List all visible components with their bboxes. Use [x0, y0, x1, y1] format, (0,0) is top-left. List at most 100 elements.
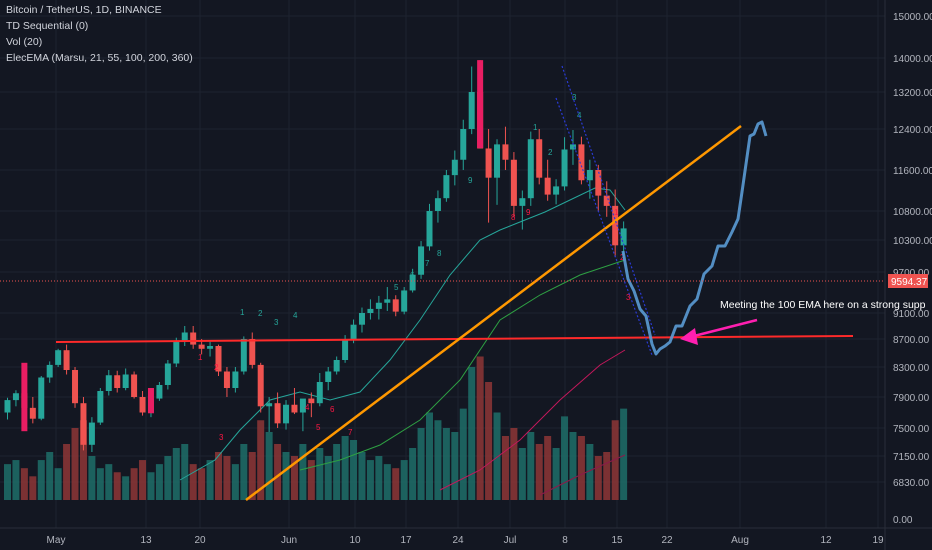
td-count-up: 7	[425, 259, 430, 268]
time-tick-label: 15	[611, 535, 623, 546]
candle-body	[460, 129, 467, 160]
arrow-head	[680, 328, 698, 345]
volume-bar	[350, 440, 358, 500]
candle-body	[333, 360, 340, 372]
time-tick-label: 10	[349, 535, 361, 546]
volume-bar	[37, 460, 45, 500]
volume-bar	[493, 412, 501, 500]
wedge-upper	[555, 97, 653, 356]
candle-body	[72, 370, 79, 404]
candle-body	[223, 371, 230, 388]
price-tick-label: 7150.00	[893, 452, 930, 463]
volume-bar	[552, 448, 560, 500]
candle-body	[392, 299, 399, 312]
volume-bar	[282, 452, 290, 500]
candle-body	[249, 339, 256, 365]
volume-bar	[333, 444, 341, 500]
candle-body	[55, 350, 62, 365]
candle-body	[485, 148, 492, 178]
volume-bar	[383, 464, 391, 500]
candle-body	[266, 403, 273, 407]
trend-line	[245, 125, 742, 501]
volume-bar	[451, 432, 459, 500]
volume-bar	[181, 444, 189, 500]
volume-bar	[206, 460, 214, 500]
candle-body	[240, 339, 247, 372]
volume-bar	[113, 472, 121, 500]
candle-body	[527, 139, 534, 199]
time-tick-label: 12	[820, 535, 832, 546]
volume-bar	[147, 472, 155, 500]
volume-bar	[358, 452, 366, 500]
candle-body	[232, 371, 239, 388]
volume-bar	[400, 460, 408, 500]
volume-bar	[189, 464, 197, 500]
volume-bars	[4, 356, 628, 500]
candle-td-highlight	[477, 60, 484, 148]
price-tick-label: 11600.00	[893, 166, 932, 177]
candle-body	[283, 404, 290, 424]
td-count-up: 3	[274, 318, 279, 327]
td-count-up: 2	[258, 309, 263, 318]
time-tick-label: 13	[140, 535, 152, 546]
volume-bar	[561, 416, 569, 500]
candle-body	[367, 308, 374, 313]
candle-body	[63, 350, 70, 370]
candle-body	[164, 363, 171, 385]
volume-bar	[535, 444, 543, 500]
price-tick-label: 8300.00	[893, 363, 930, 374]
volume-bar	[307, 460, 315, 500]
td-count-down: 2	[620, 253, 625, 262]
legend-title: Bitcoin / TetherUS, 1D, BINANCE	[6, 4, 162, 16]
candle-body	[434, 198, 441, 211]
volume-bar	[105, 464, 113, 500]
price-tick-label: 9700.00	[893, 268, 930, 279]
candle-body	[451, 159, 458, 176]
volume-bar	[290, 456, 298, 500]
volume-bar	[299, 444, 307, 500]
price-axis[interactable]: 15000.00 14000.00 13200.00 12400.00 11600.00…	[893, 12, 932, 526]
td-count-up: 9	[468, 176, 473, 185]
volume-bar	[442, 428, 450, 500]
volume-bar	[215, 452, 222, 500]
candle-body	[578, 144, 585, 181]
td-count-down: 1	[614, 208, 619, 217]
volume-bar	[341, 436, 349, 500]
candle-body	[122, 374, 129, 388]
candle-body	[544, 177, 551, 195]
td-count-down: 5	[316, 423, 321, 432]
volume-bar	[63, 444, 71, 500]
volume-bar	[155, 464, 163, 500]
price-tick-label: 7500.00	[893, 424, 930, 435]
candle-body	[80, 403, 87, 445]
td-count-up: 1	[240, 308, 245, 317]
price-tick-label: 12400.00	[893, 125, 932, 136]
volume-bar	[485, 382, 493, 500]
candle-body	[207, 346, 214, 349]
candle-body	[29, 407, 36, 419]
td-count-down: 3	[219, 433, 224, 442]
volume-bar	[518, 448, 526, 500]
volume-bar	[417, 428, 425, 500]
ema200-line	[539, 454, 626, 496]
volume-bar	[274, 444, 282, 500]
price-tick-label: 6830.00	[893, 478, 930, 489]
td-count-up: 6	[410, 271, 415, 280]
volume-bar	[20, 468, 28, 500]
ema55-line	[299, 259, 626, 471]
candle-body	[316, 382, 323, 404]
td-count-up: 8	[437, 249, 442, 258]
candle-body	[156, 385, 163, 399]
time-axis[interactable]: May 13 20 Jun 10 17 24 Jul 8 15 22 Aug 12 19	[47, 535, 884, 546]
volume-bar	[594, 456, 602, 500]
td-count-up: 5	[394, 283, 399, 292]
candle-body	[443, 175, 450, 199]
candle-body	[586, 170, 593, 181]
volume-bar	[603, 452, 611, 500]
annotation-text: Meeting the 100 EMA here on a strong sup…	[720, 299, 926, 311]
price-tag-bg	[888, 274, 928, 288]
legend-volume: Vol (20)	[6, 36, 42, 48]
volume-bar	[96, 468, 104, 500]
candle-body	[342, 339, 349, 360]
